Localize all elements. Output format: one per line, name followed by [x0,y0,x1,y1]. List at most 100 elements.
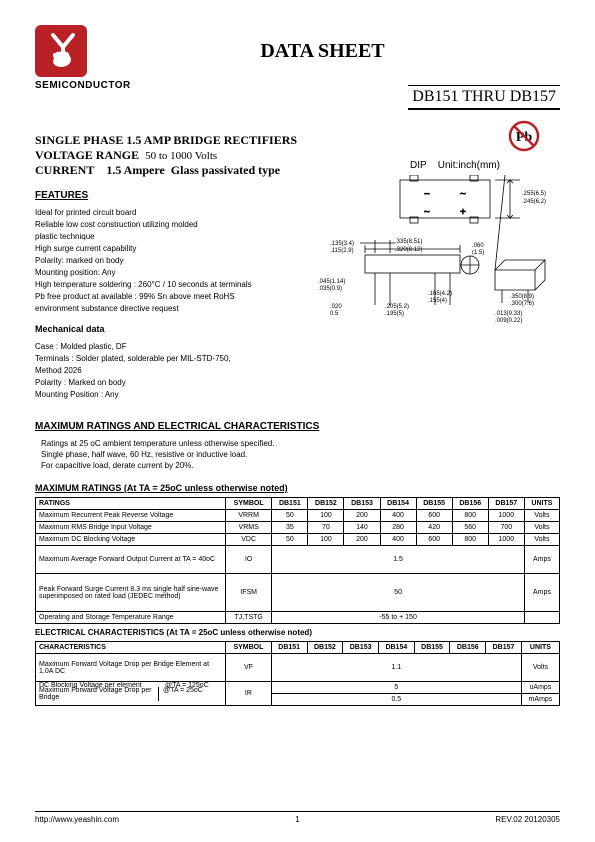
cell: Maximum RMS Bridge Input Voltage [36,522,226,534]
mech-item: Terminals : Solder plated, solderable pe… [35,353,275,365]
cell: Maximum DC Blocking Voltage [36,534,226,546]
th-symbol: SYMBOL [226,498,272,510]
cell: VF [226,654,272,682]
features-heading: FEATURES [35,188,275,203]
th-db153: DB153 [344,498,380,510]
product-heading-1: SINGLE PHASE 1.5 AMP BRIDGE RECTIFIERS [35,133,560,148]
voltage-range-value: 50 to 1000 Volts [145,150,217,162]
cell: TJ,TSTG [226,612,272,624]
semiconductor-label: SEMICONDUCTOR [35,80,131,91]
glass-type: Glass passivated type [171,163,280,177]
th: CHARACTERISTICS [36,642,226,654]
cell: VRRM [226,510,272,522]
th: DB157 [486,642,522,654]
pb-free-icon: Pb [508,120,540,152]
cell: Amps [524,574,559,612]
cell: 5 [271,682,521,694]
cell: Operating and Storage Temperature Range [36,612,226,624]
th: SYMBOL [226,642,272,654]
cell: 50 [272,574,525,612]
cell: 50 [272,510,308,522]
svg-text:.335(8.51): .335(8.51) [395,239,422,245]
dip-unit-label: DIP Unit:inch(mm) [410,160,500,171]
svg-text:.035(0.9): .035(0.9) [318,286,342,292]
th: DB154 [378,642,414,654]
feature-item: Ideal for printed circuit board [35,207,275,219]
cell: 200 [344,510,380,522]
voltage-range-label: VOLTAGE RANGE [35,148,139,162]
cell: VDC [226,534,272,546]
feature-item: High temperature soldering : 260°C / 10 … [35,279,275,291]
package-diagram: − ~ ~ + .255(6.5) .245(6.2) .335(8.51) .… [310,175,560,355]
features-section: FEATURES Ideal for printed circuit board… [35,188,275,315]
cell: 1000 [488,510,524,522]
feature-item: Mounting position: Any [35,267,275,279]
cell: 1000 [488,534,524,546]
footer: http://www.yeashin.com 1 REV.02 20120305 [35,811,560,824]
cell: 800 [452,534,488,546]
svg-text:.009(0.22): .009(0.22) [495,318,522,324]
svg-text:−: − [424,189,430,200]
elec-char-table: CHARACTERISTICS SYMBOL DB151 DB152 DB153… [35,641,560,706]
cell: 140 [344,522,380,534]
th-db157: DB157 [488,498,524,510]
cell: 700 [488,522,524,534]
max-ratings-table: RATINGS SYMBOL DB151 DB152 DB153 DB154 D… [35,497,560,624]
svg-text:.013(0.33): .013(0.33) [495,311,522,317]
cell: 600 [416,534,452,546]
cell: 1.1 [271,654,521,682]
cell: IFSM [226,574,272,612]
cell: Peak Forward Surge Current 8.3 ms single… [36,574,226,612]
svg-text:.060: .060 [472,243,484,249]
page-title: DATA SHEET [85,40,560,63]
mech-item: Case : Molded plastic, DF [35,341,275,353]
cell: 100 [308,510,344,522]
th-units: UNITS [524,498,559,510]
th-db154: DB154 [380,498,416,510]
cell: uAmps [521,682,559,694]
current-value: 1.5 Ampere [106,163,164,177]
mech-item: Polarity : Marked on body [35,377,275,389]
svg-text:.300(7.6): .300(7.6) [510,301,534,307]
svg-text:.020: .020 [330,304,342,310]
cell: IR [226,682,272,706]
svg-text:.045(1.14): .045(1.14) [318,279,345,285]
footer-url: http://www.yeashin.com [35,815,119,824]
cell: 280 [380,522,416,534]
cell: Volts [524,510,559,522]
th: DB152 [307,642,343,654]
footer-rev: REV.02 20120305 [495,815,560,824]
svg-text:.135(3.4): .135(3.4) [330,241,354,247]
cell: 200 [344,534,380,546]
ratings-notes: Ratings at 25 oC ambient temperature unl… [41,438,560,472]
cell: VRMS [226,522,272,534]
th-db151: DB151 [272,498,308,510]
cell: Volts [524,522,559,534]
cell: 70 [308,522,344,534]
th: DB151 [271,642,307,654]
part-number-range: DB151 THRU DB157 [408,85,560,110]
th: DB156 [450,642,486,654]
cell: Maximum Forward Voltage Drop per Bridge … [36,654,226,682]
svg-text:.205(5.2): .205(5.2) [385,304,409,310]
feature-item: High surge current capability [35,243,275,255]
cell: 800 [452,510,488,522]
svg-text:.155(4): .155(4) [428,298,447,304]
th: DB155 [414,642,450,654]
cell: 400 [380,534,416,546]
feature-item: Pb free product at available : 99% Sn ab… [35,291,275,303]
svg-text:~: ~ [424,207,430,218]
feature-item: environment substance directive request [35,303,275,315]
elec-char-heading: ELECTRICAL CHARACTERISTICS (At TA = 25oC… [35,628,560,637]
svg-text:.165(4.2): .165(4.2) [428,291,452,297]
svg-text:.245(6.2): .245(6.2) [522,199,546,205]
logo [35,25,87,77]
svg-text:.195(5): .195(5) [385,311,404,317]
cell: 50 [272,534,308,546]
svg-text:0.5: 0.5 [330,311,339,317]
feature-item: Polarity: marked on body [35,255,275,267]
cell: 35 [272,522,308,534]
cell: 1.5 [272,546,525,574]
cell: 600 [416,510,452,522]
cell: Amps [524,546,559,574]
